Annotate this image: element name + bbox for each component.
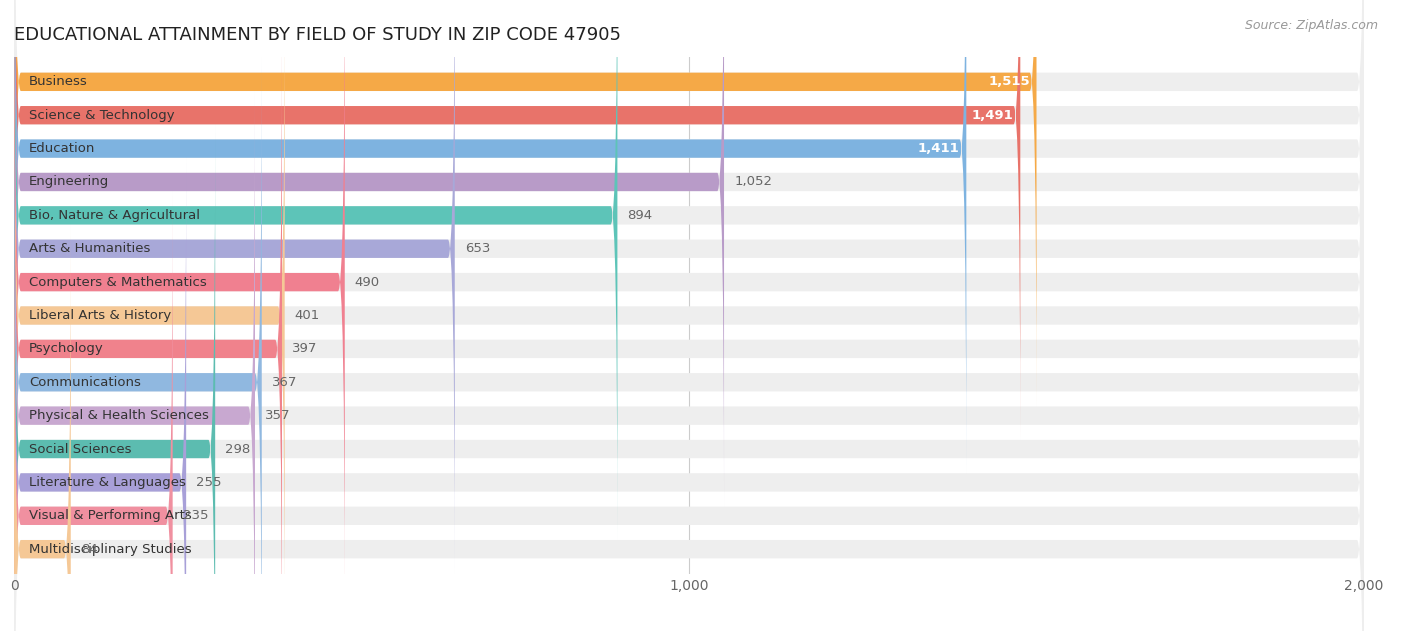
FancyBboxPatch shape xyxy=(14,158,1364,631)
Text: 235: 235 xyxy=(183,509,208,522)
FancyBboxPatch shape xyxy=(14,0,617,540)
Text: Literature & Languages: Literature & Languages xyxy=(30,476,186,489)
FancyBboxPatch shape xyxy=(14,91,1364,631)
FancyBboxPatch shape xyxy=(14,124,1364,631)
FancyBboxPatch shape xyxy=(14,191,1364,631)
FancyBboxPatch shape xyxy=(14,0,1364,631)
Text: Bio, Nature & Agricultural: Bio, Nature & Agricultural xyxy=(30,209,200,222)
Text: Liberal Arts & History: Liberal Arts & History xyxy=(30,309,172,322)
FancyBboxPatch shape xyxy=(14,57,262,631)
FancyBboxPatch shape xyxy=(14,225,70,631)
FancyBboxPatch shape xyxy=(14,24,283,631)
FancyBboxPatch shape xyxy=(14,57,1364,631)
FancyBboxPatch shape xyxy=(14,24,1364,631)
Text: Communications: Communications xyxy=(30,376,141,389)
Text: 1,052: 1,052 xyxy=(734,175,772,189)
Text: Science & Technology: Science & Technology xyxy=(30,109,174,122)
FancyBboxPatch shape xyxy=(14,191,173,631)
FancyBboxPatch shape xyxy=(14,0,1364,473)
FancyBboxPatch shape xyxy=(14,158,186,631)
Text: 894: 894 xyxy=(627,209,652,222)
FancyBboxPatch shape xyxy=(14,124,215,631)
Text: Engineering: Engineering xyxy=(30,175,110,189)
Text: 490: 490 xyxy=(354,276,380,288)
FancyBboxPatch shape xyxy=(14,0,1364,440)
Text: Multidisciplinary Studies: Multidisciplinary Studies xyxy=(30,543,191,556)
FancyBboxPatch shape xyxy=(14,0,1364,406)
Text: 1,515: 1,515 xyxy=(988,75,1029,88)
Text: 1,491: 1,491 xyxy=(972,109,1014,122)
FancyBboxPatch shape xyxy=(14,0,284,631)
Text: EDUCATIONAL ATTAINMENT BY FIELD OF STUDY IN ZIP CODE 47905: EDUCATIONAL ATTAINMENT BY FIELD OF STUDY… xyxy=(14,26,621,44)
FancyBboxPatch shape xyxy=(14,0,1021,440)
FancyBboxPatch shape xyxy=(14,0,454,574)
FancyBboxPatch shape xyxy=(14,0,1364,574)
FancyBboxPatch shape xyxy=(14,0,724,507)
Text: Business: Business xyxy=(30,75,87,88)
Text: 84: 84 xyxy=(82,543,97,556)
Text: Arts & Humanities: Arts & Humanities xyxy=(30,242,150,255)
Text: Visual & Performing Arts: Visual & Performing Arts xyxy=(30,509,191,522)
Text: Education: Education xyxy=(30,142,96,155)
FancyBboxPatch shape xyxy=(14,91,254,631)
FancyBboxPatch shape xyxy=(14,0,1364,540)
Text: 653: 653 xyxy=(465,242,491,255)
Text: 255: 255 xyxy=(197,476,222,489)
FancyBboxPatch shape xyxy=(14,0,1364,507)
Text: Computers & Mathematics: Computers & Mathematics xyxy=(30,276,207,288)
FancyBboxPatch shape xyxy=(14,0,344,607)
FancyBboxPatch shape xyxy=(14,0,966,473)
Text: 357: 357 xyxy=(266,409,291,422)
FancyBboxPatch shape xyxy=(14,225,1364,631)
Text: 397: 397 xyxy=(292,343,318,355)
Text: 298: 298 xyxy=(225,442,250,456)
Text: 367: 367 xyxy=(271,376,297,389)
Text: Source: ZipAtlas.com: Source: ZipAtlas.com xyxy=(1244,19,1378,32)
Text: 401: 401 xyxy=(295,309,321,322)
Text: Social Sciences: Social Sciences xyxy=(30,442,131,456)
Text: Psychology: Psychology xyxy=(30,343,104,355)
FancyBboxPatch shape xyxy=(14,0,1036,406)
FancyBboxPatch shape xyxy=(14,0,1364,607)
Text: Physical & Health Sciences: Physical & Health Sciences xyxy=(30,409,208,422)
Text: 1,411: 1,411 xyxy=(918,142,959,155)
